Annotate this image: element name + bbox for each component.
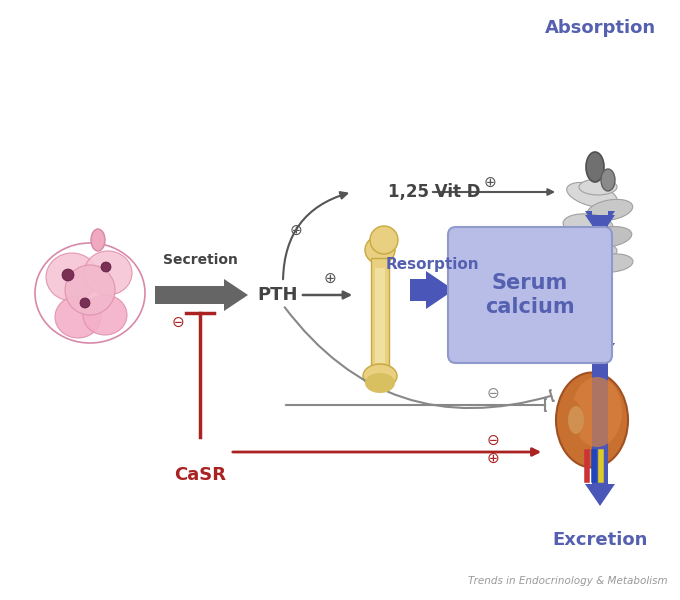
Ellipse shape	[572, 377, 622, 447]
Text: Excretion: Excretion	[552, 531, 647, 549]
Ellipse shape	[601, 169, 615, 191]
Ellipse shape	[584, 227, 632, 247]
Text: Resorption: Resorption	[385, 257, 479, 272]
Ellipse shape	[568, 406, 584, 434]
Circle shape	[62, 269, 74, 281]
Ellipse shape	[84, 251, 132, 295]
FancyArrow shape	[410, 271, 454, 309]
Ellipse shape	[573, 241, 617, 259]
Text: ⊕: ⊕	[487, 451, 499, 466]
Ellipse shape	[363, 364, 397, 388]
Ellipse shape	[563, 214, 613, 236]
Ellipse shape	[65, 265, 115, 315]
Ellipse shape	[561, 400, 583, 440]
Bar	[371, 258, 389, 373]
Text: Trends in Endocrinology & Metabolism: Trends in Endocrinology & Metabolism	[469, 576, 668, 586]
Ellipse shape	[579, 179, 617, 195]
Ellipse shape	[588, 199, 632, 221]
Ellipse shape	[566, 182, 617, 208]
Text: ⊕: ⊕	[290, 223, 303, 238]
Text: PTH: PTH	[258, 286, 299, 304]
FancyArrow shape	[585, 343, 615, 365]
Circle shape	[101, 262, 111, 272]
Circle shape	[80, 298, 90, 308]
Text: Absorption: Absorption	[545, 19, 656, 37]
Text: ⊕: ⊕	[483, 175, 496, 190]
Ellipse shape	[365, 236, 395, 264]
Text: Secretion: Secretion	[163, 253, 237, 267]
Text: Serum
calcium: Serum calcium	[486, 274, 575, 317]
Bar	[375, 268, 385, 363]
FancyArrow shape	[585, 211, 615, 233]
Text: ⊕: ⊕	[324, 271, 337, 286]
Ellipse shape	[91, 229, 105, 251]
FancyBboxPatch shape	[448, 227, 612, 363]
Text: ⊖: ⊖	[487, 385, 499, 401]
FancyArrow shape	[585, 220, 615, 506]
Ellipse shape	[46, 253, 98, 301]
FancyArrow shape	[155, 279, 248, 311]
Ellipse shape	[591, 254, 633, 272]
Text: ⊖: ⊖	[487, 433, 499, 448]
Ellipse shape	[556, 373, 628, 467]
Text: 1,25 Vit D: 1,25 Vit D	[388, 183, 481, 201]
Text: CaSR: CaSR	[174, 466, 226, 484]
Ellipse shape	[365, 373, 395, 393]
FancyArrow shape	[585, 215, 615, 237]
Text: ⊖: ⊖	[171, 314, 184, 329]
Ellipse shape	[55, 296, 101, 338]
Circle shape	[370, 226, 398, 254]
Ellipse shape	[586, 152, 604, 182]
Ellipse shape	[83, 295, 127, 335]
